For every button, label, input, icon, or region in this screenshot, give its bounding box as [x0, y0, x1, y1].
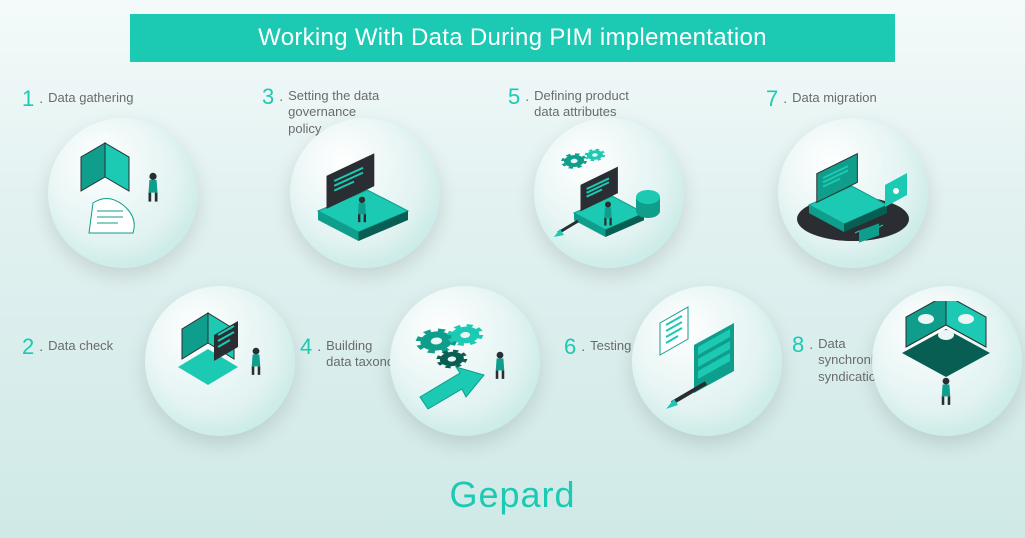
step-dot: . — [39, 90, 43, 106]
step-2-label: 2 . Data check — [22, 338, 113, 358]
step-number: 6 — [564, 336, 576, 358]
step-number: 3 — [262, 86, 274, 108]
step-number: 5 — [508, 86, 520, 108]
attributes-icon — [544, 133, 674, 253]
taxonomy-icon — [400, 301, 530, 421]
step-number: 8 — [792, 334, 804, 356]
governance-icon — [300, 133, 430, 253]
sync-icon — [882, 301, 1012, 421]
svg-text:DATA: DATA — [97, 133, 117, 145]
page-title: Working With Data During PIM implementat… — [258, 24, 767, 52]
step-dot: . — [783, 90, 787, 106]
migration-icon — [783, 133, 923, 253]
step-dot: . — [525, 88, 529, 104]
title-bar: Working With Data During PIM implementat… — [130, 14, 895, 62]
step-dot: . — [279, 88, 283, 104]
step-dot: . — [317, 338, 321, 354]
data-check-icon — [160, 301, 280, 421]
step-number: 4 — [300, 336, 312, 358]
step-1-bubble: DATA — [48, 118, 198, 268]
step-6-label: 6 . Testing — [564, 338, 631, 358]
brand-logo: Gepard — [0, 474, 1025, 516]
step-7-bubble — [778, 118, 928, 268]
step-text: Data check — [48, 338, 113, 354]
step-8-bubble — [872, 286, 1022, 436]
data-gathering-icon: DATA — [63, 133, 183, 253]
step-number: 2 — [22, 336, 34, 358]
step-text: Data gathering — [48, 90, 133, 106]
step-number: 1 — [22, 88, 34, 110]
step-3-bubble — [290, 118, 440, 268]
step-5-bubble — [534, 118, 684, 268]
step-2-bubble — [145, 286, 295, 436]
testing-icon — [642, 301, 772, 421]
step-text: Testing — [590, 338, 631, 354]
step-dot: . — [581, 338, 585, 354]
step-number: 7 — [766, 88, 778, 110]
step-dot: . — [39, 338, 43, 354]
step-dot: . — [809, 336, 813, 352]
step-text: Defining productdata attributes — [534, 88, 629, 121]
step-1-label: 1 . Data gathering — [22, 90, 133, 110]
step-5-label: 5 . Defining productdata attributes — [508, 88, 629, 121]
step-7-label: 7 . Data migration — [766, 90, 877, 110]
step-6-bubble — [632, 286, 782, 436]
step-text: Data migration — [792, 90, 877, 106]
step-4-bubble — [390, 286, 540, 436]
